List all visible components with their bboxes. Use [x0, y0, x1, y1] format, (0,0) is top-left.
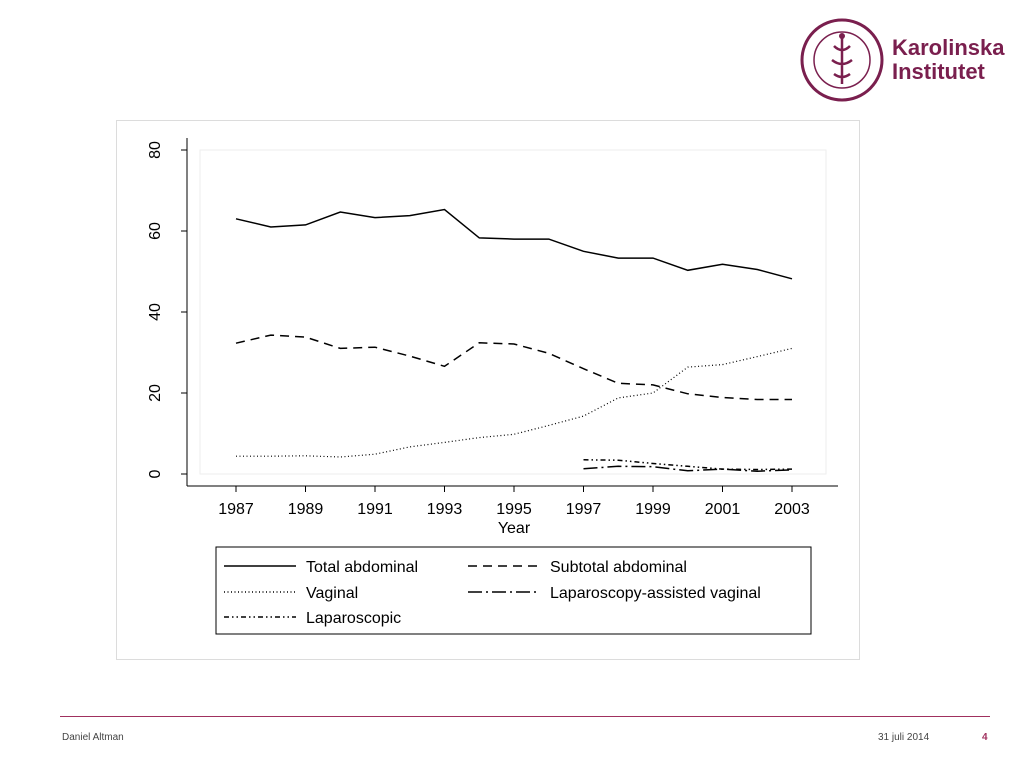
x-tick-label: 1995 [496, 501, 532, 518]
footer-author: Daniel Altman [62, 732, 124, 743]
y-tick-label: 80 [147, 141, 164, 159]
y-ticks: 0 20 40 60 80 [147, 141, 187, 478]
y-tick-label: 40 [147, 303, 164, 321]
x-tick-label: 1999 [635, 501, 671, 518]
series-line-subtotal-abdominal [235, 334, 792, 401]
x-tick-label: 1987 [218, 501, 254, 518]
x-tick-label: 1991 [357, 501, 393, 518]
x-tick-label: 2001 [705, 501, 741, 518]
x-tick-label: 1993 [427, 501, 463, 518]
y-tick-label: 20 [147, 384, 164, 402]
x-axis-label: Year [498, 520, 531, 537]
legend-label-subtotal-abdominal: Subtotal abdominal [550, 559, 687, 576]
legend-label-total-abdominal: Total abdominal [306, 559, 418, 576]
legend-label-laparoscopic: Laparoscopic [306, 610, 401, 627]
logo-line-1: Karolinska [892, 35, 1005, 60]
legend: Total abdominal Subtotal abdominal Vagin… [215, 546, 812, 635]
plot-area [199, 149, 827, 475]
legend-label-vaginal: Vaginal [306, 585, 358, 602]
x-tick-label: 1989 [288, 501, 324, 518]
legend-label-laparoscopy-assisted-vaginal: Laparoscopy-assisted vaginal [550, 585, 761, 602]
y-tick-label: 60 [147, 222, 164, 240]
footer-page-number: 4 [982, 732, 988, 743]
series-layer [235, 208, 793, 472]
logo-wordmark: Karolinska Institutet [892, 36, 1005, 84]
logo-line-2: Institutet [892, 59, 985, 84]
legend-box [215, 546, 812, 635]
series-line-total-abdominal [235, 208, 793, 280]
footer-date: 31 juli 2014 [878, 732, 930, 743]
x-tick-label: 1997 [566, 501, 602, 518]
x-ticks: 1987 1989 1991 1993 1995 1997 1999 2001 2003 [218, 486, 810, 518]
y-tick-label: 0 [147, 469, 164, 478]
seal-icon [800, 18, 884, 102]
series-line-laparoscopic [583, 459, 793, 471]
karolinska-logo: Karolinska Institutet [798, 16, 1005, 104]
x-tick-label: 2003 [774, 501, 810, 518]
footer-divider [60, 716, 990, 717]
series-line-laparoscopy-assisted-vaginal [583, 465, 793, 472]
